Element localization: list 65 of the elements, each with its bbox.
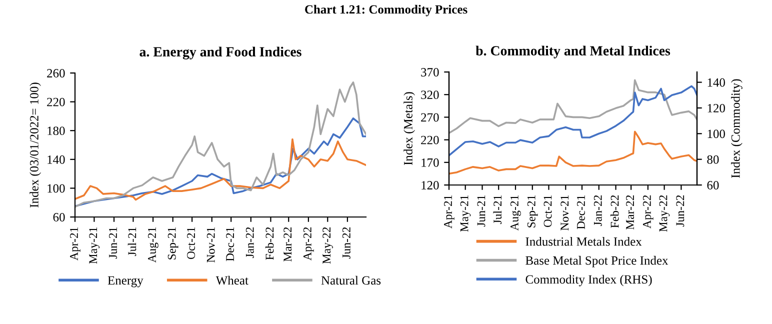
legend-label: Energy xyxy=(108,276,144,288)
y-tick-label: 120 xyxy=(422,181,439,190)
x-tick-label: May-22 xyxy=(322,227,333,264)
x-tick-label: Dec-21 xyxy=(226,227,234,262)
legend-label: Natural Gas xyxy=(321,276,381,285)
legend-label: Commodity Index (RHS) xyxy=(526,274,652,286)
y-tick-label: 320 xyxy=(421,90,439,100)
y2-axis-title: Index (Commodity) xyxy=(731,79,742,178)
y-tick-label: 220 xyxy=(421,136,439,144)
y-tick-label: 140 xyxy=(48,155,65,164)
line-series xyxy=(449,79,697,134)
y-tick-label: 270 xyxy=(421,113,439,122)
x-tick-label: May-21 xyxy=(460,195,471,232)
legend-label: Industrial Metals Index xyxy=(526,237,642,246)
line-series xyxy=(75,117,366,208)
y-tick-label: 260 xyxy=(47,69,65,78)
x-tick-label: Mar-22 xyxy=(626,195,634,230)
x-tick-label: Oct-21 xyxy=(187,227,195,260)
legend-label: Base Metal Spot Price Index xyxy=(526,256,668,268)
chart-title: a. Energy and Food Indices xyxy=(140,46,302,60)
x-tick-label: Jul-21 xyxy=(493,195,502,224)
x-tick-label: Apr-21 xyxy=(70,227,80,260)
x-tick-label: Feb-22 xyxy=(610,195,619,228)
x-tick-label: Apr-21 xyxy=(444,195,454,228)
x-tick-label: Nov-21 xyxy=(560,195,569,230)
y-tick-label: 180 xyxy=(48,126,65,136)
line-series xyxy=(75,138,366,201)
x-tick-label: Aug-21 xyxy=(510,195,521,231)
line-series xyxy=(449,85,697,156)
y2-tick-label: 140 xyxy=(708,78,725,87)
y-tick-label: 100 xyxy=(48,184,65,193)
y2-tick-label: 120 xyxy=(708,104,725,112)
x-tick-label: Apr-22 xyxy=(642,195,654,228)
x-tick-label: Sep-21 xyxy=(168,227,178,260)
y2-tick-label: 100 xyxy=(708,130,725,138)
x-tick-label: Jun-21 xyxy=(109,227,117,259)
y2-tick-label: 80 xyxy=(707,155,719,164)
x-tick-label: May-21 xyxy=(89,227,100,264)
x-tick-label: Sep-21 xyxy=(527,195,538,228)
x-tick-label: Nov-21 xyxy=(206,227,215,262)
y-tick-label: 60 xyxy=(53,213,65,222)
x-tick-label: Jul-21 xyxy=(128,227,136,256)
caption: Chart 1.21: Commodity Prices xyxy=(305,4,468,16)
y-axis-title: Index (Metals) xyxy=(404,92,415,166)
x-tick-label: Jan-22 xyxy=(246,227,254,258)
legend-label: Wheat xyxy=(216,276,248,285)
y2-tick-label: 60 xyxy=(707,181,719,190)
x-tick-label: Oct-21 xyxy=(544,195,552,228)
x-tick-label: Jun-21 xyxy=(477,195,486,227)
y-tick-label: 370 xyxy=(421,68,439,76)
y-axis-title: Index (03/01/2022= 100) xyxy=(30,82,41,208)
y-tick-label: 220 xyxy=(47,98,65,106)
y-tick-label: 170 xyxy=(422,158,439,167)
x-tick-label: Jun-22 xyxy=(676,195,684,227)
x-tick-label: Mar-22 xyxy=(284,227,292,262)
line-series xyxy=(75,81,366,208)
x-tick-label: Feb-22 xyxy=(265,227,274,260)
x-tick-label: Jan-22 xyxy=(594,195,602,226)
line-series xyxy=(449,130,697,175)
x-tick-label: Jun-22 xyxy=(342,227,350,259)
x-tick-label: Apr-22 xyxy=(303,227,314,260)
x-tick-label: May-22 xyxy=(659,195,670,232)
x-tick-label: Aug-21 xyxy=(148,227,158,263)
chart-title: b. Commodity and Metal Indices xyxy=(476,46,670,58)
x-tick-label: Dec-21 xyxy=(577,195,585,230)
